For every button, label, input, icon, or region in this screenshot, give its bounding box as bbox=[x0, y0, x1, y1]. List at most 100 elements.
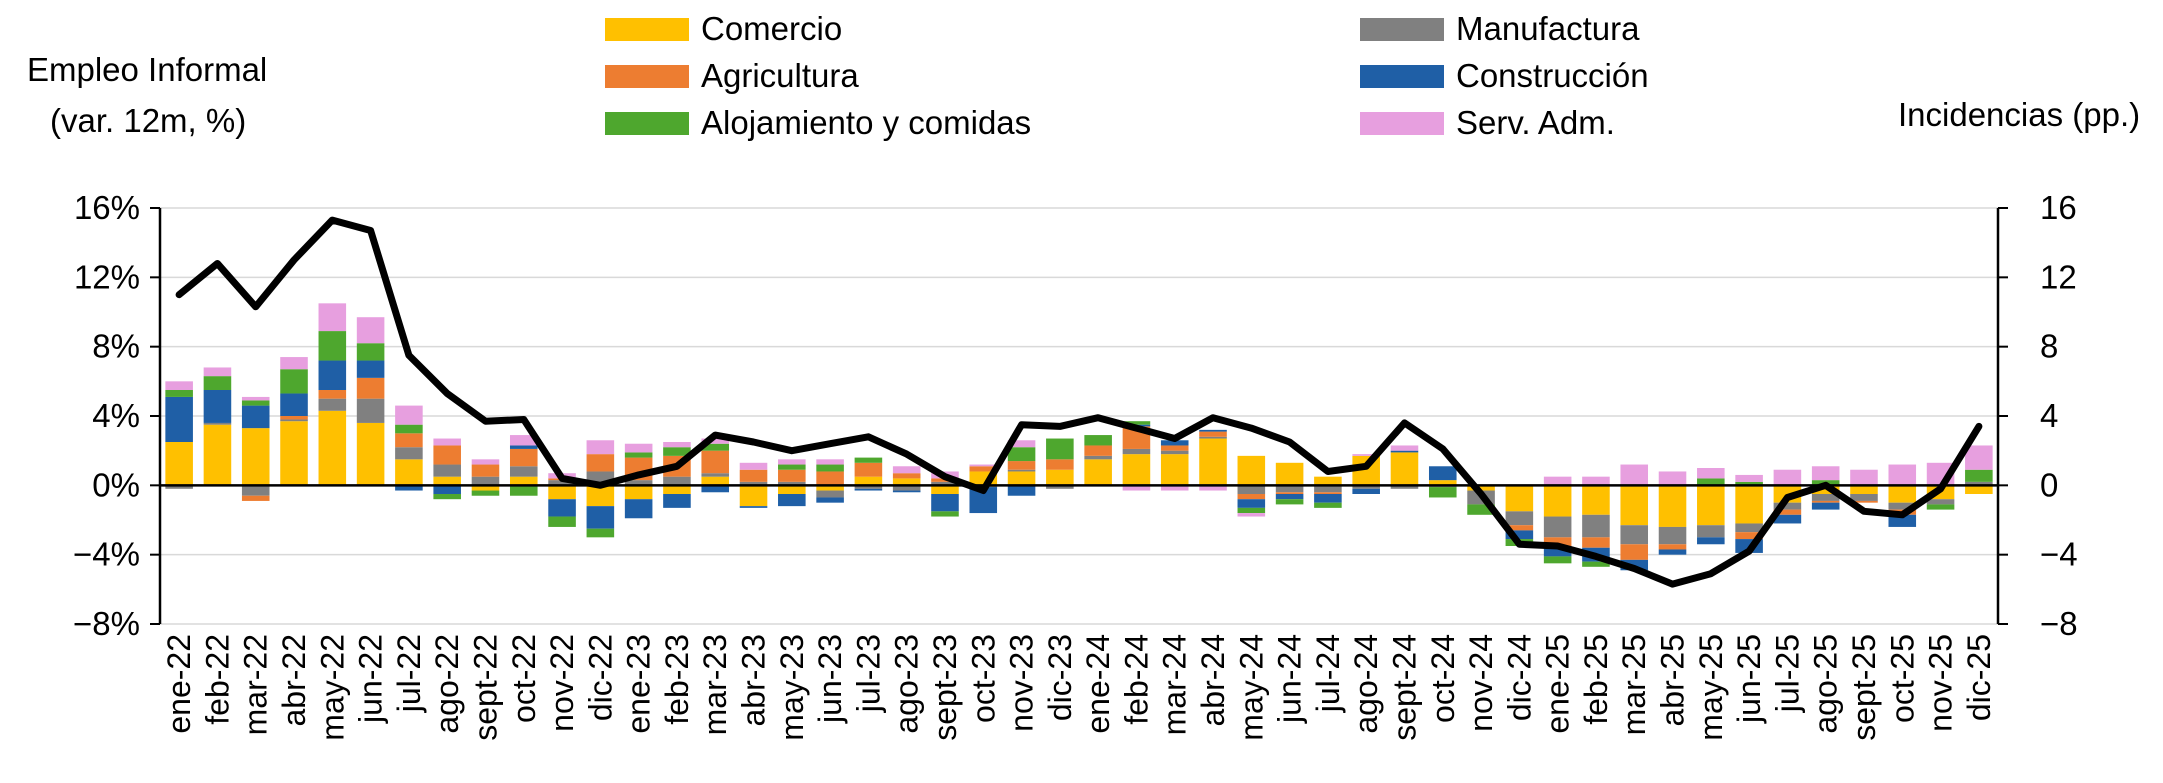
bar-serv-adm- bbox=[1811, 466, 1840, 481]
bar-serv-adm- bbox=[1160, 485, 1189, 491]
bar-agricultura bbox=[1850, 500, 1878, 503]
bar-agricultura bbox=[586, 454, 615, 472]
x-tick-label: may-22 bbox=[314, 634, 350, 741]
bar-construcci-n bbox=[1505, 530, 1534, 540]
x-tick-label: nov-23 bbox=[1004, 634, 1040, 732]
bar-comercio bbox=[1084, 459, 1112, 486]
bar-comercio bbox=[816, 485, 844, 491]
bar-serv-adm- bbox=[433, 438, 461, 446]
bar-manufactura bbox=[203, 422, 232, 425]
bar-serv-adm- bbox=[1620, 464, 1649, 486]
bar-construcci-n bbox=[1543, 546, 1572, 557]
bar-alojamiento-y-comidas bbox=[778, 464, 806, 470]
bar-manufactura bbox=[356, 398, 385, 423]
bar-comercio bbox=[1160, 454, 1189, 486]
bar-serv-adm- bbox=[356, 317, 385, 344]
x-tick-label: sept-23 bbox=[927, 634, 963, 741]
bar-construcci-n bbox=[1237, 499, 1266, 508]
bar-construcci-n bbox=[1160, 440, 1189, 446]
bar-construcci-n bbox=[548, 499, 576, 517]
bar-manufactura bbox=[739, 481, 768, 486]
bar-alojamiento-y-comidas bbox=[1046, 438, 1074, 460]
bar-construcci-n bbox=[1390, 450, 1419, 453]
x-tick-label: oct-24 bbox=[1425, 634, 1461, 723]
bar-serv-adm- bbox=[318, 303, 347, 332]
bar-serv-adm- bbox=[778, 459, 806, 465]
bar-serv-adm- bbox=[816, 459, 844, 465]
bar-agricultura bbox=[471, 464, 500, 477]
bar-serv-adm- bbox=[395, 405, 423, 425]
bar-alojamiento-y-comidas bbox=[1467, 504, 1495, 515]
x-tick-label: may-24 bbox=[1233, 634, 1269, 741]
x-tick-label: abr-25 bbox=[1655, 634, 1691, 727]
bar-agricultura bbox=[1084, 445, 1112, 456]
bar-alojamiento-y-comidas bbox=[509, 485, 538, 496]
left-tick-label: 8% bbox=[92, 328, 140, 365]
bar-manufactura bbox=[816, 490, 844, 498]
x-tick-label: ene-24 bbox=[1080, 634, 1116, 734]
bar-manufactura bbox=[1850, 494, 1878, 501]
bar-comercio bbox=[663, 485, 691, 494]
bar-manufactura bbox=[701, 473, 730, 477]
bar-serv-adm- bbox=[509, 435, 538, 446]
x-tick-label: dic-23 bbox=[1042, 634, 1078, 721]
x-tick-label: jul-23 bbox=[850, 634, 886, 713]
bar-construcci-n bbox=[165, 396, 193, 442]
legend-item-serv-adm: Serv. Adm. bbox=[1360, 104, 1615, 142]
bar-alojamiento-y-comidas bbox=[395, 424, 423, 434]
bar-comercio bbox=[548, 485, 576, 500]
bar-serv-adm- bbox=[203, 367, 232, 377]
bar-construcci-n bbox=[356, 360, 385, 378]
bar-comercio bbox=[778, 485, 806, 494]
x-tick-label: ago-24 bbox=[1348, 634, 1384, 734]
bar-comercio bbox=[433, 476, 461, 486]
bar-serv-adm- bbox=[165, 381, 193, 390]
bar-manufactura bbox=[1199, 436, 1227, 439]
bar-manufactura bbox=[241, 485, 270, 496]
legend-swatch bbox=[605, 111, 689, 135]
bar-manufactura bbox=[1314, 485, 1342, 493]
left-tick-label: 16% bbox=[74, 189, 140, 226]
bar-serv-adm- bbox=[892, 466, 921, 474]
legend-item-comercio: Comercio bbox=[605, 10, 842, 48]
bar-alojamiento-y-comidas bbox=[280, 369, 308, 394]
left-axis-title-line1: Empleo Informal bbox=[27, 51, 268, 88]
x-tick-label: jun-23 bbox=[812, 634, 848, 724]
bar-agricultura bbox=[1275, 492, 1304, 494]
x-tick-label: abr-23 bbox=[736, 634, 772, 727]
x-tick-label: nov-24 bbox=[1463, 634, 1499, 732]
bar-serv-adm- bbox=[701, 438, 730, 444]
x-tick-label: sept-24 bbox=[1386, 634, 1422, 741]
legend-label: Serv. Adm. bbox=[1456, 104, 1615, 141]
bar-construcci-n bbox=[1199, 429, 1227, 432]
left-axis-title-line2: (var. 12m, %) bbox=[50, 102, 247, 139]
bar-serv-adm- bbox=[1122, 485, 1151, 491]
bar-serv-adm- bbox=[1850, 469, 1878, 486]
bar-agricultura bbox=[1811, 500, 1840, 503]
legend-swatch bbox=[605, 17, 689, 41]
bar-manufactura bbox=[1237, 485, 1266, 494]
bar-construcci-n bbox=[1428, 466, 1457, 481]
bar-manufactura bbox=[892, 485, 921, 491]
bar-manufactura bbox=[318, 398, 347, 411]
bar-comercio bbox=[241, 428, 270, 486]
bar-agricultura bbox=[318, 390, 347, 399]
bar-comercio bbox=[1467, 485, 1495, 491]
bar-manufactura bbox=[548, 480, 576, 486]
bar-manufactura bbox=[433, 464, 461, 477]
x-tick-label: nov-25 bbox=[1923, 634, 1959, 732]
bar-serv-adm- bbox=[241, 396, 270, 401]
bar-alojamiento-y-comidas bbox=[1582, 561, 1610, 567]
bar-comercio bbox=[1620, 485, 1649, 526]
bar-comercio bbox=[203, 424, 232, 486]
bar-serv-adm- bbox=[586, 440, 615, 455]
legend-item-manufactura: Manufactura bbox=[1360, 10, 1639, 48]
x-tick-label: feb-23 bbox=[659, 634, 695, 725]
bar-alojamiento-y-comidas bbox=[816, 464, 844, 472]
bar-construcci-n bbox=[241, 405, 270, 429]
x-tick-label: dic-22 bbox=[582, 634, 618, 721]
bar-alojamiento-y-comidas bbox=[624, 452, 653, 458]
bar-comercio bbox=[471, 485, 500, 491]
bar-comercio bbox=[1697, 485, 1725, 526]
bar-agricultura bbox=[1314, 492, 1342, 494]
